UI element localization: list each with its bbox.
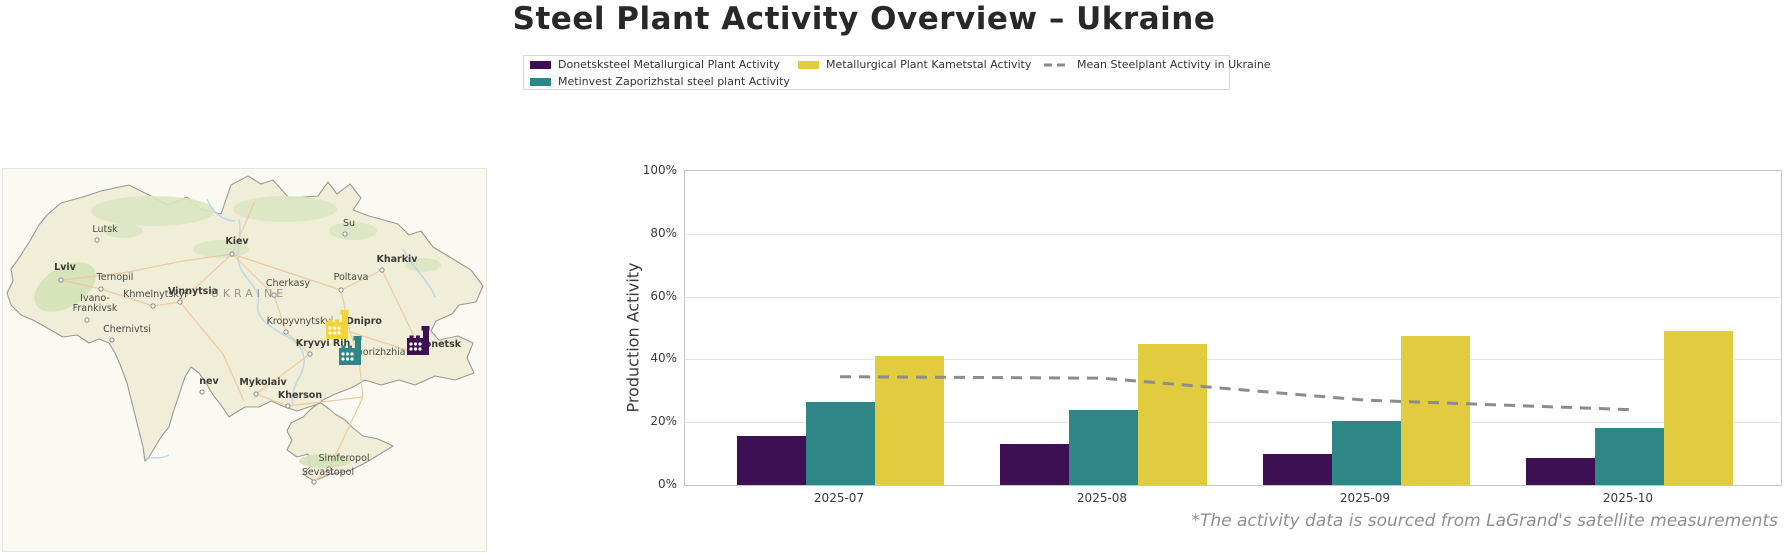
- map-city-marker-kiev: [229, 251, 235, 257]
- gridline-80pct: [685, 234, 1781, 235]
- legend-item-1[interactable]: Donetsksteel Metallurgical Plant Activit…: [530, 58, 798, 71]
- bar-series1-2025-08[interactable]: [1000, 444, 1069, 485]
- legend-label: Metinvest Zaporizhstal steel plant Activ…: [558, 75, 790, 88]
- bar-series2-2025-09[interactable]: [1332, 421, 1401, 485]
- map-city-label-zaporizhzhia: Zaporizhzhia: [344, 347, 405, 358]
- map-country-label: UKRAINE: [211, 287, 287, 300]
- map-city-marker-cherkasy: [271, 292, 277, 298]
- footnote: *The activity data is sourced from LaGra…: [1191, 511, 1778, 531]
- map-city-label-simferopol: Simferopol: [318, 453, 369, 464]
- legend-item-2[interactable]: Metinvest Zaporizhstal steel plant Activ…: [530, 75, 798, 88]
- ukraine-map: Lutsk Kiev Lviv Ternopil KhmelnytskyiVinnyts…: [6, 175, 484, 485]
- bar-series3-2025-10[interactable]: [1664, 331, 1733, 485]
- map-city-label-lutsk: Lutsk: [92, 224, 118, 235]
- legend-swatch-dash: [1044, 63, 1070, 66]
- map-city-label-kherson: Kherson: [278, 390, 322, 401]
- map-city-marker-sevastopol: [311, 479, 317, 485]
- map-city-label-ivano-frankivsk: Ivano-Frankivsk: [73, 293, 118, 314]
- gridline-60pct: [685, 297, 1781, 298]
- map-city-marker-kropyvnytskyi: [283, 329, 289, 335]
- legend-swatch-patch: [530, 77, 551, 86]
- bar-series3-2025-08[interactable]: [1138, 344, 1207, 485]
- gridline-20pct: [685, 422, 1781, 423]
- bar-series2-2025-08[interactable]: [1069, 410, 1138, 485]
- legend-item-3[interactable]: Metallurgical Plant Kametstal Activity: [798, 58, 1044, 71]
- y-tick-40%: 40%: [650, 351, 677, 365]
- y-tick-0%: 0%: [657, 477, 677, 491]
- x-tick-2025-09: 2025-09: [1339, 491, 1391, 505]
- bar-chart-plot-area: [684, 170, 1782, 486]
- map-city-label-kropyvnytskyi: Kropyvnytskyi: [267, 316, 334, 327]
- page-title: Steel Plant Activity Overview – Ukraine: [512, 1, 1216, 37]
- bar-series1-2025-09[interactable]: [1263, 454, 1332, 485]
- map-city-label-ternopil: Ternopil: [96, 272, 134, 283]
- map-city-marker-vinnytsia: [177, 299, 183, 305]
- map-city-marker-ivano-frankivsk: [84, 317, 90, 323]
- gridline-40pct: [685, 359, 1781, 360]
- mean-activity-line: [839, 375, 1630, 412]
- legend-label: Mean Steelplant Activity in Ukraine: [1077, 58, 1271, 71]
- legend-label: Metallurgical Plant Kametstal Activity: [826, 58, 1032, 71]
- map-city-marker-kharkiv: [379, 267, 385, 273]
- map-city-label-donetsk: Donetsk: [417, 339, 462, 350]
- map-city-marker-khmelnytskyi: [150, 303, 156, 309]
- map-city-marker-nev: [199, 389, 205, 395]
- legend-item-4[interactable]: Mean Steelplant Activity in Ukraine: [1044, 58, 1271, 71]
- map-city-label-nev: nev: [199, 376, 219, 387]
- factory-icon-zaporizhstal-zaporizhzhia-[interactable]: Zaporizhstal (Zaporizhzhia): [339, 336, 362, 365]
- map-city-marker-lutsk: [94, 237, 100, 243]
- y-tick-100%: 100%: [642, 163, 677, 177]
- y-tick-80%: 80%: [650, 226, 677, 240]
- map-city-marker-chernivtsi: [109, 337, 115, 343]
- x-tick-2025-08: 2025-08: [1076, 491, 1128, 505]
- legend-label: Donetsksteel Metallurgical Plant Activit…: [558, 58, 780, 71]
- map-city-marker-kryvyi-rih: [307, 351, 313, 357]
- map-city-label-su: Su: [343, 218, 355, 229]
- ukraine-map-panel: Lutsk Kiev Lviv Ternopil Khmelnytskyi Vinnyts…: [2, 168, 487, 552]
- legend-swatch-patch: [530, 60, 551, 69]
- map-city-marker-poltava: [338, 287, 344, 293]
- map-city-marker-simferopol: [326, 466, 332, 472]
- map-city-marker-su: [342, 231, 348, 237]
- map-city-label-poltava: Poltava: [334, 272, 369, 283]
- bar-series3-2025-07[interactable]: [875, 356, 944, 485]
- map-rivers: [144, 198, 436, 460]
- x-tick-2025-07: 2025-07: [813, 491, 865, 505]
- map-city-label-vinnytsia: Vinnytsia: [168, 286, 218, 297]
- bar-series2-2025-10[interactable]: [1595, 428, 1664, 485]
- factory-icon-donetsksteel-donetsk-[interactable]: Donetsksteel (Donetsk): [407, 326, 430, 355]
- map-city-label-kryvyi-rih: Kryvyi Rih: [296, 338, 351, 349]
- map-city-label-khmelnytskyi: Khmelnytskyi: [123, 289, 187, 300]
- y-tick-20%: 20%: [650, 414, 677, 428]
- x-tick-2025-10: 2025-10: [1602, 491, 1654, 505]
- map-city-marker-ternopil: [98, 286, 104, 292]
- legend-swatch-patch: [798, 60, 819, 69]
- map-city-marker-mykolaiv: [253, 391, 259, 397]
- map-city-label-cherkasy: Cherkasy: [266, 278, 311, 289]
- map-city-label-kharkiv: Kharkiv: [377, 254, 419, 265]
- map-city-label-sevastopol: Sevastopol: [302, 467, 354, 478]
- y-axis-label: Production Activity: [623, 262, 643, 413]
- bar-series2-2025-07[interactable]: [806, 402, 875, 485]
- bar-series1-2025-10[interactable]: [1526, 458, 1595, 485]
- map-city-label-dnipro: Dnipro: [346, 316, 382, 327]
- map-forest-patches: [34, 196, 441, 468]
- bar-series3-2025-09[interactable]: [1401, 336, 1470, 485]
- map-city-label-kiev: Kiev: [225, 236, 249, 247]
- map-city-marker-lviv: [58, 277, 64, 283]
- map-city-label-chernivtsi: Chernivtsi: [103, 324, 151, 335]
- bar-series1-2025-07[interactable]: [737, 436, 806, 485]
- map-city-marker-kherson: [285, 403, 291, 409]
- chart-legend: Donetsksteel Metallurgical Plant Activit…: [523, 55, 1271, 90]
- map-city-label-mykolaiv: Mykolaiv: [239, 377, 287, 388]
- y-tick-60%: 60%: [650, 289, 677, 303]
- ukraine-country-shape: [6, 175, 484, 482]
- map-city-label-lviv: Lviv: [54, 262, 77, 273]
- factory-icon-kametstal-dnipro-[interactable]: Kametstal (Dnipro): [326, 310, 349, 339]
